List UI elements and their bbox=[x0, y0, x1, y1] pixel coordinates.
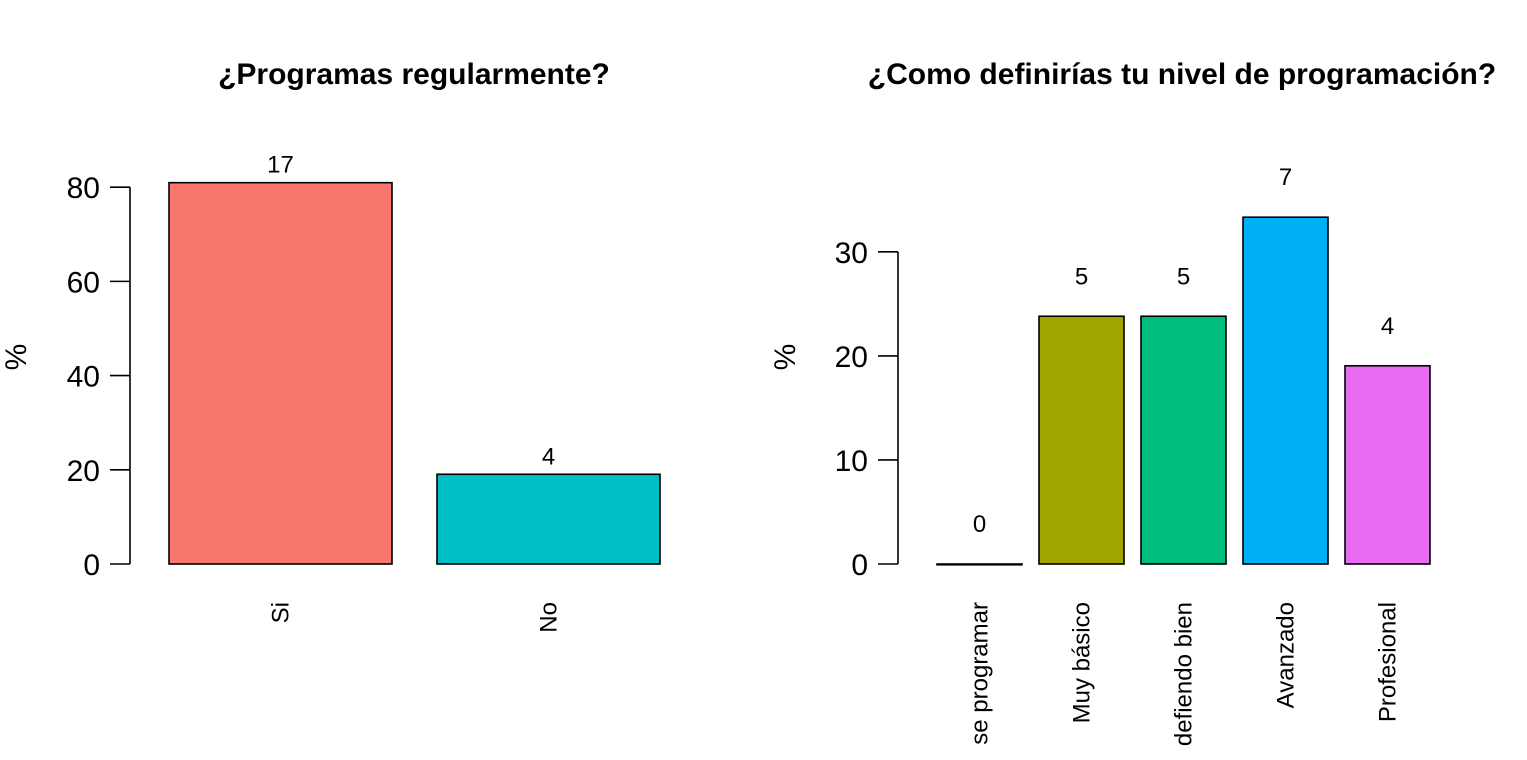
y-tick-label: 20 bbox=[67, 455, 100, 488]
y-tick-label: 0 bbox=[83, 549, 100, 582]
chart-title: ¿Como definirías tu nivel de programació… bbox=[868, 58, 1496, 91]
chart-nivel-de-programacion: ¿Como definirías tu nivel de programació… bbox=[769, 58, 1496, 746]
bar bbox=[168, 181, 393, 565]
y-tick-label: 20 bbox=[835, 341, 868, 374]
data-label: 0 bbox=[973, 511, 986, 538]
data-label: 5 bbox=[1177, 263, 1190, 290]
bar bbox=[1038, 315, 1125, 565]
bar bbox=[1344, 364, 1431, 565]
y-axis-label: % bbox=[769, 344, 802, 371]
x-category-label: No bbox=[536, 602, 563, 633]
data-label: 4 bbox=[542, 443, 555, 470]
x-category-label: defiendo bien bbox=[1171, 602, 1198, 746]
x-category-label: se programar bbox=[967, 602, 994, 745]
x-category-label: Si bbox=[268, 602, 295, 623]
data-label: 5 bbox=[1075, 263, 1088, 290]
x-category-label: Profesional bbox=[1375, 602, 1402, 722]
chart-programas-regularmente: ¿Programas regularmente? % 0 20 40 60 80 17 Si… bbox=[0, 58, 661, 633]
y-tick-label: 0 bbox=[851, 549, 868, 582]
bar bbox=[436, 473, 661, 565]
x-category-label: Muy básico bbox=[1069, 602, 1096, 723]
data-label: 17 bbox=[267, 152, 294, 179]
y-tick-label: 60 bbox=[67, 266, 100, 299]
bar bbox=[936, 563, 1023, 566]
y-tick-label: 10 bbox=[835, 445, 868, 478]
y-axis-label: % bbox=[0, 344, 33, 371]
bar bbox=[1242, 216, 1329, 565]
data-label: 7 bbox=[1279, 164, 1292, 191]
bar bbox=[1140, 315, 1227, 565]
x-category-label: Avanzado bbox=[1273, 602, 1300, 708]
y-tick-label: 40 bbox=[67, 361, 100, 394]
y-tick-label: 80 bbox=[67, 172, 100, 205]
y-tick-label: 30 bbox=[835, 237, 868, 270]
chart-title: ¿Programas regularmente? bbox=[218, 58, 610, 91]
data-label: 4 bbox=[1381, 313, 1394, 340]
